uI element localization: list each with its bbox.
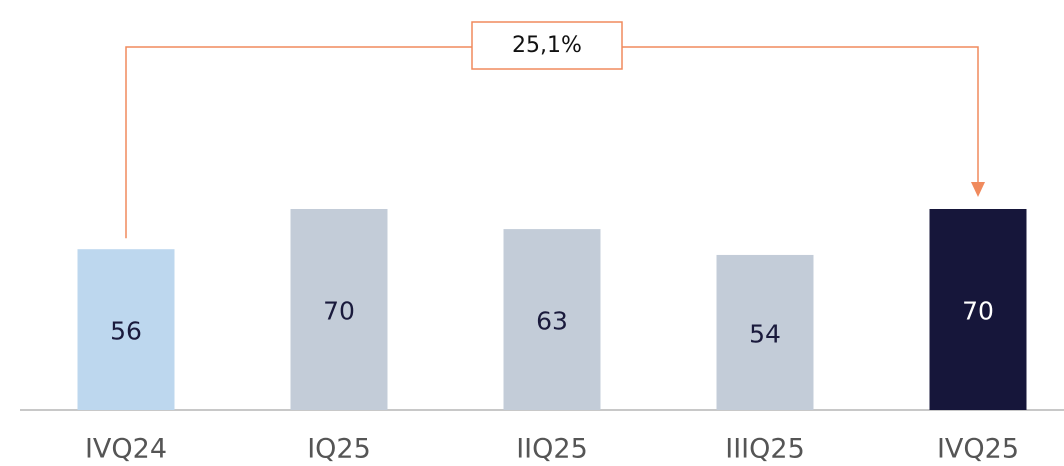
value-label: 70	[323, 297, 355, 326]
value-label: 63	[536, 307, 568, 336]
x-tick-label: IVQ24	[85, 434, 167, 465]
value-label: 70	[962, 297, 994, 326]
annotation-box	[471, 21, 623, 70]
bar	[77, 249, 175, 410]
value-label: 54	[749, 319, 781, 348]
x-tick-label: IQ25	[307, 434, 371, 465]
annotation-arrow	[971, 182, 985, 197]
bar	[290, 209, 388, 410]
x-tick-label: IVQ25	[937, 434, 1019, 465]
x-tick-label: IIIQ25	[725, 434, 805, 465]
bar	[716, 254, 814, 410]
bar	[929, 209, 1027, 410]
value-label: 56	[110, 317, 142, 346]
annotation-label: 25,1%	[512, 33, 582, 58]
x-tick-label: IIQ25	[516, 434, 588, 465]
bar	[503, 229, 601, 410]
annotation-connector	[125, 46, 979, 239]
